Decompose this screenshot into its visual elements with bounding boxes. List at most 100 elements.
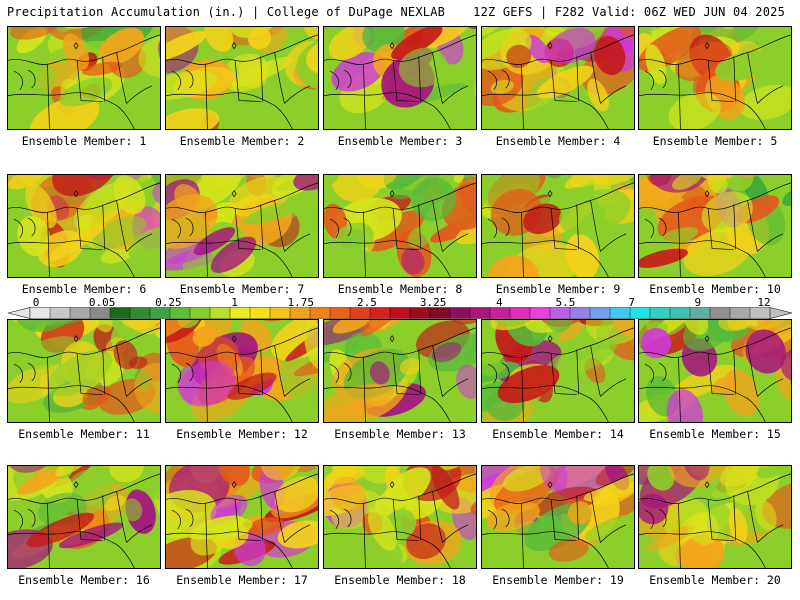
precip-field [482,466,634,568]
map-boundary-line [487,69,510,90]
location-marker-icon [231,42,237,50]
map-boundary-line [102,495,106,541]
precip-field [8,466,160,568]
map-boundary-line [757,85,784,104]
map-boundary-line [392,353,419,395]
location-marker-icon [389,481,395,489]
map-boundary-line [8,240,135,277]
map-boundary-line [442,233,469,252]
map-boundary-line [432,491,443,543]
map-boundary-line [644,217,667,238]
map-boundary-line [274,491,285,543]
ensemble-member-map [7,465,161,569]
map-boundary-line [550,60,577,102]
map-boundary-line [116,491,127,543]
map-boundary-line [171,69,194,90]
colorbar-tick-label: 2.5 [356,296,377,309]
colorbar-segment [389,307,411,319]
map-boundary-line [576,56,580,102]
map-boundary-line [13,362,36,383]
location-marker-icon [73,190,79,198]
precip-field [324,27,476,129]
colorbar-segment [349,307,371,319]
map-boundary-line [8,531,135,568]
map-boundary-line [116,200,127,252]
map-boundary-line [116,52,127,104]
map-boundary-line [521,212,524,277]
map-boundary-line [166,531,293,568]
map-boundary-line [8,92,135,129]
colorbar-tick-label: 4 [495,296,503,309]
map-boundary-line [639,385,766,422]
map-boundary-line [757,233,784,252]
colorbar-segment [429,307,451,319]
map-boundary-line [482,531,609,568]
map-boundary-line [205,212,208,277]
map-boundary-line [13,217,36,238]
map-boundary-line [102,349,106,395]
map-boundary-line [116,345,127,397]
map-boundary-line [324,92,451,129]
ensemble-member-label: Ensemble Member: 19 [492,573,624,587]
colorbar-segment [749,307,771,319]
map-boundary-line [644,69,667,90]
map-boundary-line [600,85,627,104]
location-marker-icon [547,190,553,198]
map-boundary-line [432,345,443,397]
map-boundary-line [487,217,510,238]
map-boundary-line [284,378,311,397]
map-boundary-line [171,508,194,529]
map-boundary-line [274,200,285,252]
map-boundary-line [487,362,510,383]
ensemble-member-label: Ensemble Member: 2 [179,134,305,148]
map-boundary-line [126,524,153,543]
ensemble-member-map [323,174,477,278]
precip-field [324,320,476,422]
ensemble-member-label: Ensemble Member: 12 [176,427,308,441]
map-boundary-line [234,60,261,102]
colorbar-segment [29,307,51,319]
map-boundary-line [418,204,422,250]
map-boundary-line [76,208,103,250]
ensemble-member-map [165,319,319,423]
colorbar-left-arrow [8,307,31,319]
precip-field [8,320,160,422]
precip-field [166,466,318,568]
ensemble-member-map [165,174,319,278]
map-boundary-line [747,52,758,104]
ensemble-member-map [165,26,319,130]
map-boundary-line [521,64,524,129]
map-boundary-line [757,378,784,397]
location-marker-icon [231,481,237,489]
map-boundary-line [418,495,422,541]
ensemble-member-label: Ensemble Member: 10 [649,282,781,296]
colorbar-segment [289,307,311,319]
colorbar-tick-label: 5.5 [555,296,576,309]
map-boundary-line [442,524,469,543]
ensemble-member-label: Ensemble Member: 20 [649,573,781,587]
ensemble-member-map [638,319,792,423]
map-boundary-line [102,56,106,102]
precip-field [482,175,634,277]
map-boundary-line [363,503,366,568]
map-boundary-line [639,34,791,65]
colorbar-segment [529,307,551,319]
ensemble-member-map [481,26,635,130]
colorbar-segment [589,307,611,319]
colorbar-segment [549,307,571,319]
colorbar-tick-label: 7 [628,296,635,309]
colorbar-segment [669,307,691,319]
location-marker-icon [231,335,237,343]
ensemble-member-label: Ensemble Member: 3 [337,134,463,148]
map-boundary-line [126,378,153,397]
colorbar-tick-label: 0.05 [88,296,116,309]
ensemble-member-map [323,26,477,130]
precip-field [482,320,634,422]
map-boundary-line [707,353,734,395]
map-boundary-line [639,240,766,277]
map-boundary-line [363,64,366,129]
map-boundary-line [274,52,285,104]
precipitation-colorbar [8,307,792,319]
colorbar-tick-label: 12 [757,296,771,309]
map-boundary-line [600,378,627,397]
